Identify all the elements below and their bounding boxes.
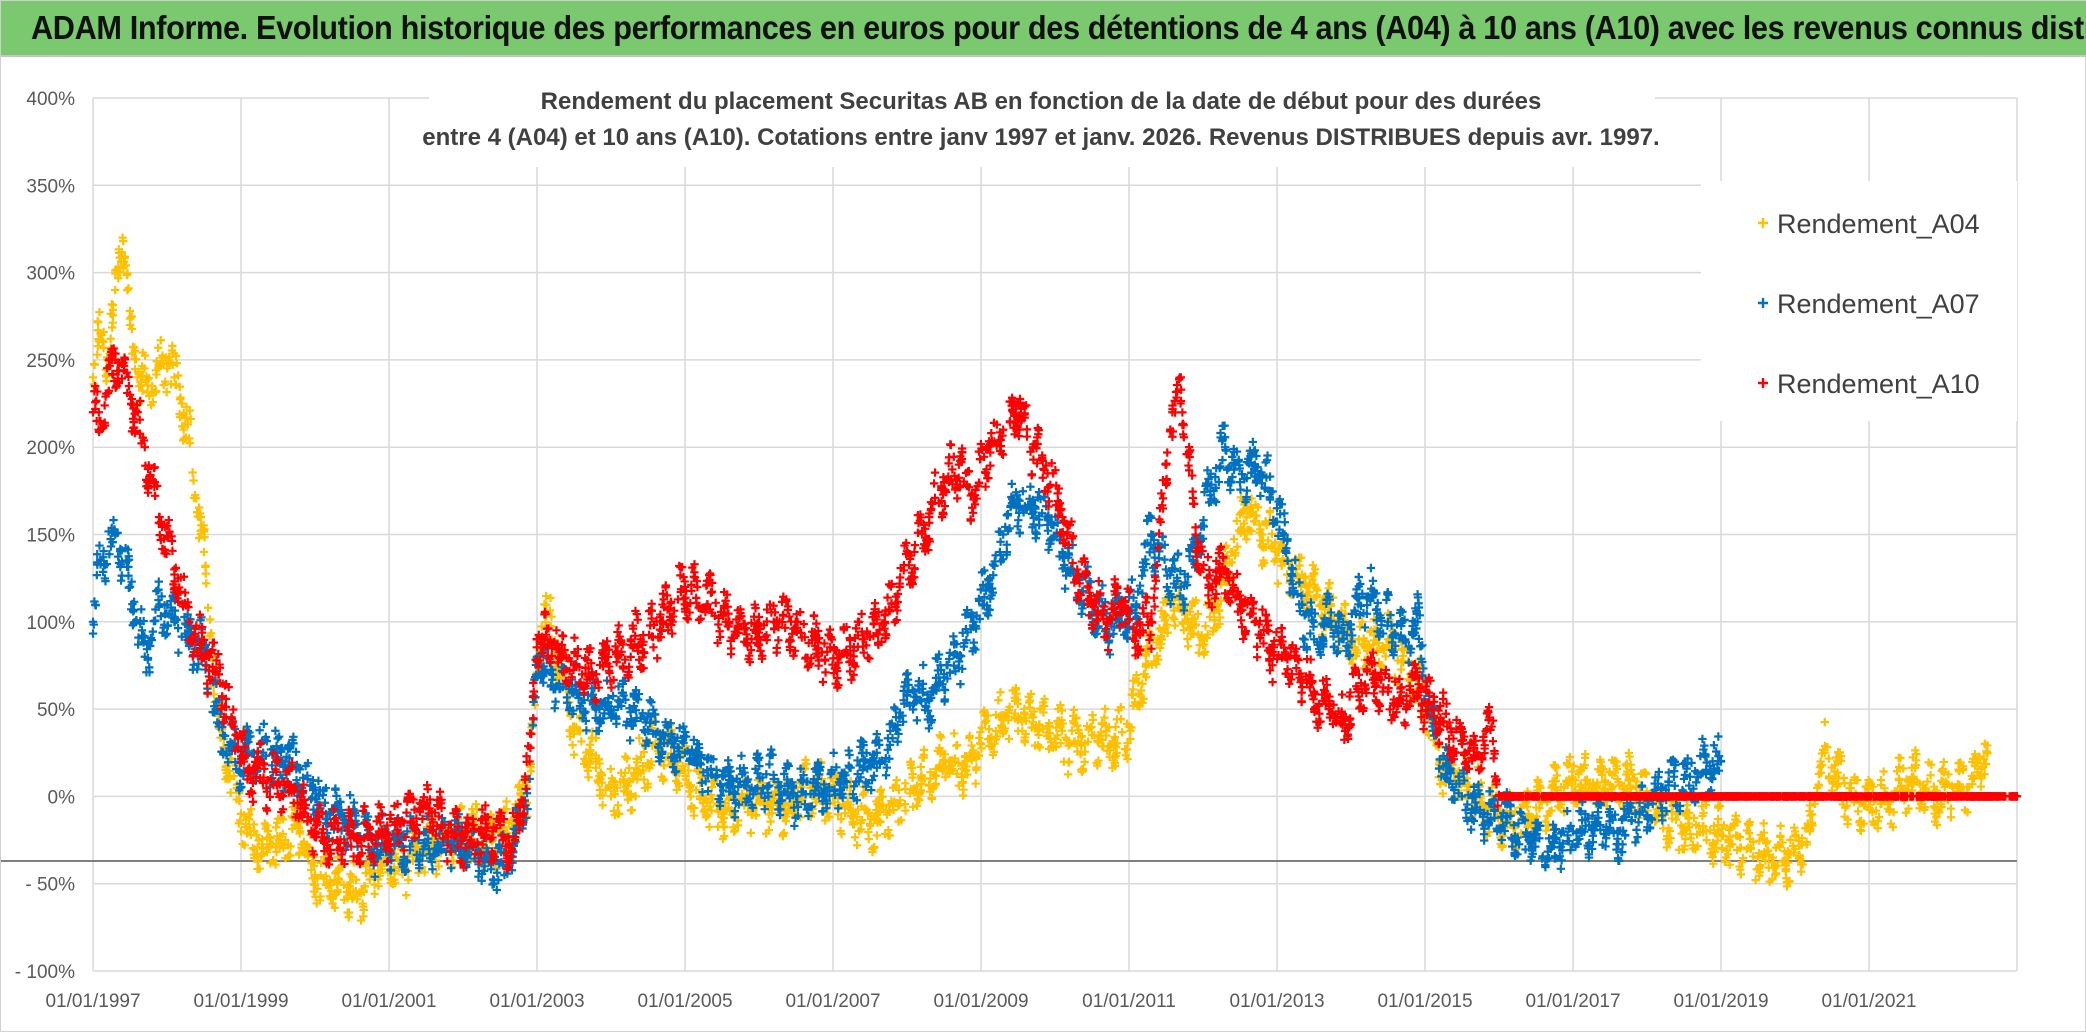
page-frame: ADAM Informe. Evolution historique des p… <box>0 0 2086 1032</box>
scatter-chart: - 100%- 50%0%50%100%150%200%250%300%350%… <box>1 1 2086 1033</box>
